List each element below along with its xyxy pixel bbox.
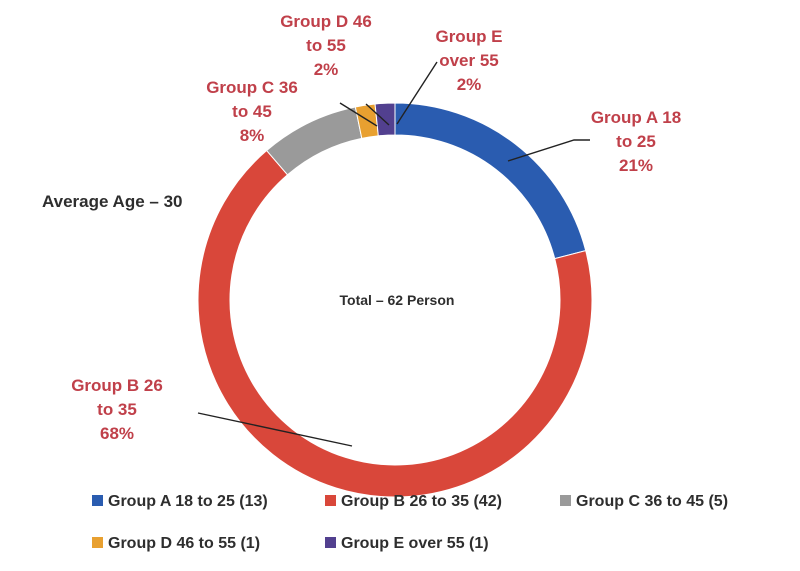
leader-lines (197, 61, 590, 447)
legend-item-group-e: Group E over 55 (1) (325, 535, 489, 552)
legend: Group A 18 to 25 (13) Group B 26 to 35 (4… (92, 493, 728, 552)
donut-slices (197, 102, 593, 498)
total-annotation: Total – 62 Person (340, 292, 455, 308)
legend-swatch-group-a (92, 495, 103, 506)
data-label-group-b: Group B 26 to 35 68% (71, 376, 163, 443)
slice-group-e (374, 102, 396, 137)
legend-swatch-group-c (560, 495, 571, 506)
legend-label-group-b: Group B 26 to 35 (42) (341, 493, 502, 510)
legend-label-group-e: Group E over 55 (1) (341, 535, 489, 552)
legend-item-group-c: Group C 36 to 45 (5) (560, 493, 728, 510)
legend-swatch-group-e (325, 537, 336, 548)
slice-group-a (394, 102, 587, 260)
data-label-group-d: Group D 46 to 55 2% (280, 12, 372, 79)
leader-line-group-a (507, 139, 590, 162)
legend-swatch-group-b (325, 495, 336, 506)
slice-labels: Group A 18 to 25 21% Group B 26 to 35 68% Grou… (71, 12, 681, 443)
legend-item-group-d: Group D 46 to 55 (1) (92, 535, 260, 552)
leader-line-group-c (339, 102, 378, 127)
average-age-annotation: Average Age – 30 (42, 192, 182, 211)
leader-line-group-e (396, 61, 438, 125)
leader-line-group-b (197, 412, 353, 447)
slice-group-b (197, 149, 593, 498)
slice-group-c (265, 106, 363, 176)
legend-label-group-d: Group D 46 to 55 (1) (108, 535, 260, 552)
data-label-group-c: Group C 36 to 45 8% (206, 78, 298, 145)
legend-label-group-a: Group A 18 to 25 (13) (108, 493, 268, 510)
legend-swatch-group-d (92, 537, 103, 548)
leader-line-group-d (365, 103, 390, 126)
data-label-group-a: Group A 18 to 25 21% (591, 108, 681, 175)
legend-label-group-c: Group C 36 to 45 (5) (576, 493, 728, 510)
legend-item-group-b: Group B 26 to 35 (42) (325, 493, 502, 510)
legend-item-group-a: Group A 18 to 25 (13) (92, 493, 268, 510)
